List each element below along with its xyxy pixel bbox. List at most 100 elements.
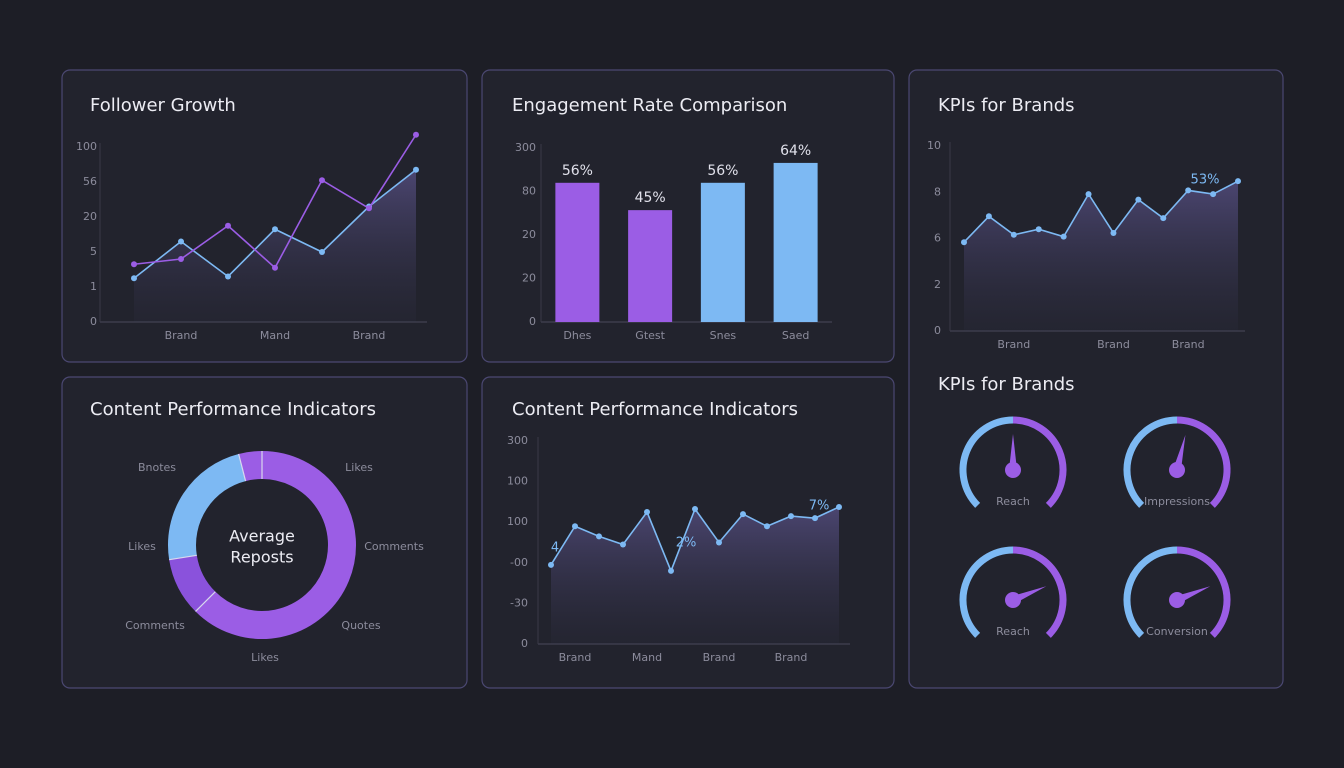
y-tick-label: 20 xyxy=(522,272,536,285)
gauge-arc xyxy=(1123,546,1178,638)
x-tick-label: Brand xyxy=(1097,338,1130,351)
point xyxy=(1085,191,1092,198)
x-tick-label: Dhes xyxy=(563,329,591,342)
chart-title: Content Performance Indicators xyxy=(512,399,798,420)
area xyxy=(964,181,1238,331)
point xyxy=(131,275,137,282)
gauge-arc xyxy=(1123,416,1178,508)
point xyxy=(596,533,602,540)
x-tick-label: Saed xyxy=(782,329,809,342)
point xyxy=(961,239,967,246)
y-tick-label: 0 xyxy=(934,324,941,337)
point xyxy=(272,264,278,271)
x-tick-label: Snes xyxy=(710,329,737,342)
y-tick-label: 100 xyxy=(507,515,528,528)
x-tick-label: Brand xyxy=(353,329,386,342)
y-tick-label: 1 xyxy=(90,280,97,293)
point xyxy=(1135,196,1142,203)
y-tick-label: 20 xyxy=(522,228,536,241)
gauge-hub xyxy=(1169,462,1185,478)
point xyxy=(1185,187,1192,194)
gauge-arc xyxy=(1012,546,1067,638)
point xyxy=(319,249,325,255)
gauge-arc xyxy=(1176,416,1231,508)
point xyxy=(620,541,626,548)
panel xyxy=(61,376,468,689)
y-tick-label: 0 xyxy=(529,315,536,328)
point xyxy=(225,273,231,280)
x-tick-label: Brand xyxy=(703,651,736,664)
y-tick-label: 300 xyxy=(507,434,528,447)
x-tick-label: Mand xyxy=(260,329,290,342)
y-tick-label: 100 xyxy=(507,475,528,488)
area xyxy=(134,169,416,322)
bar xyxy=(700,182,745,322)
x-tick-label: Brand xyxy=(165,329,198,342)
outer-label: Comments xyxy=(364,540,424,553)
area xyxy=(551,506,839,644)
gauge-hub xyxy=(1005,462,1021,478)
point xyxy=(272,226,278,233)
center-text: Average xyxy=(229,527,295,546)
bar xyxy=(773,162,818,322)
x-tick-label: Mand xyxy=(632,651,662,664)
point xyxy=(716,539,722,546)
donut-segment xyxy=(169,554,216,612)
value-label: 56% xyxy=(707,163,738,179)
x-tick-label: Brand xyxy=(1172,338,1205,351)
point xyxy=(764,523,770,530)
gauge-label: Impressions xyxy=(1144,495,1210,508)
x-tick-label: Gtest xyxy=(635,329,665,342)
point xyxy=(985,213,992,220)
gauge-arc xyxy=(1012,416,1067,508)
gauge-label: Conversion xyxy=(1146,625,1208,638)
gauge-needle xyxy=(1173,434,1186,471)
y-tick-label: 20 xyxy=(83,210,97,223)
gauge-hub xyxy=(1169,592,1185,608)
annotation: 4 xyxy=(551,541,559,556)
point xyxy=(812,515,818,522)
point xyxy=(548,561,554,568)
point xyxy=(178,238,184,245)
outer-label: Comments xyxy=(125,619,185,632)
point xyxy=(1110,229,1117,236)
outer-label: Likes xyxy=(251,651,279,664)
x-tick-label: Brand xyxy=(559,651,592,664)
chart-title: KPIs for Brands xyxy=(938,95,1075,116)
outer-label: Likes xyxy=(345,461,373,474)
point xyxy=(644,509,650,516)
y-tick-label: 6 xyxy=(934,232,941,245)
line xyxy=(963,180,1239,243)
y-tick-label: 100 xyxy=(76,140,97,153)
donut-segment xyxy=(238,451,263,482)
point xyxy=(413,166,419,173)
gauge-needle xyxy=(1009,434,1017,470)
y-tick-label: 0 xyxy=(521,637,528,650)
point xyxy=(225,222,231,229)
point xyxy=(1035,226,1042,233)
chart-title: KPIs for Brands xyxy=(938,374,1075,395)
point xyxy=(366,205,372,212)
segment-divider xyxy=(195,591,216,612)
chart-title: Follower Growth xyxy=(90,95,236,116)
annotation: 2% xyxy=(676,536,697,551)
point xyxy=(413,131,419,138)
value-label: 56% xyxy=(562,163,593,179)
y-tick-label: 5 xyxy=(90,245,97,258)
point xyxy=(319,177,325,184)
chart-title: Engagement Rate Comparison xyxy=(512,95,787,116)
y-tick-label: -30 xyxy=(510,596,528,609)
y-tick-label: 8 xyxy=(934,185,941,198)
point xyxy=(692,506,698,513)
outer-label: Likes xyxy=(128,540,156,553)
y-tick-label: 0 xyxy=(90,315,97,328)
point xyxy=(1060,233,1067,240)
gauge-arc xyxy=(1176,546,1231,638)
annotation: 7% xyxy=(809,499,830,514)
bar xyxy=(555,182,600,322)
value-label: 45% xyxy=(635,190,666,206)
donut-segment xyxy=(168,453,247,560)
gauge-label: Reach xyxy=(996,625,1030,638)
point xyxy=(740,511,746,518)
